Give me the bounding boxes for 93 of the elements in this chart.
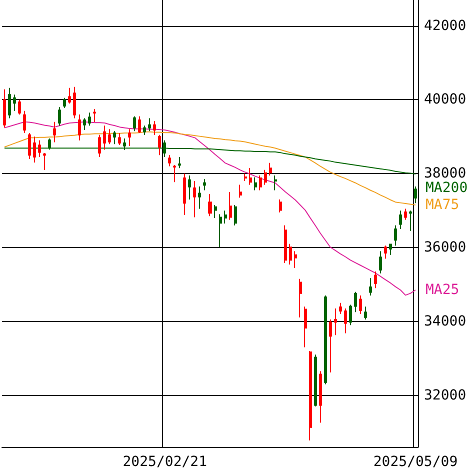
series-label: MA200 <box>425 180 468 196</box>
candlestick <box>244 173 247 182</box>
candlestick <box>153 120 156 136</box>
candlestick <box>269 162 272 176</box>
candlestick <box>28 132 31 160</box>
candlestick <box>329 319 332 373</box>
y-tick-label: 36000 <box>424 240 466 256</box>
candlestick <box>379 250 382 274</box>
candlestick <box>178 156 181 169</box>
candlestick <box>23 110 26 134</box>
candlestick <box>143 125 146 136</box>
candlestick <box>173 164 176 183</box>
candlestick <box>239 184 242 198</box>
y-tick-label: 42000 <box>424 18 466 34</box>
candlestick <box>8 87 11 119</box>
candlestick <box>259 174 262 191</box>
candlestick <box>128 128 131 146</box>
candlestick <box>224 210 227 224</box>
candlestick <box>138 116 141 134</box>
candlestick <box>38 140 41 158</box>
candlestick <box>264 169 267 186</box>
candlestick <box>63 97 66 108</box>
candlestick <box>33 136 36 164</box>
candlestick <box>374 271 377 289</box>
series-label: MA75 <box>425 197 460 214</box>
candlestick <box>229 192 232 220</box>
candlestick <box>234 204 237 226</box>
candlestick <box>299 278 302 318</box>
candlestick <box>404 208 407 220</box>
candlestick <box>203 178 206 191</box>
candlestick <box>118 132 121 146</box>
candlestick <box>58 106 61 126</box>
candlestick <box>339 302 342 315</box>
candlestick <box>254 176 257 191</box>
candlestick <box>309 350 312 441</box>
candlestick <box>394 224 397 246</box>
candlestick <box>289 243 292 266</box>
y-tick-label: 40000 <box>424 92 466 108</box>
candlestick <box>389 243 392 256</box>
candlestick <box>208 193 212 217</box>
candlestick <box>354 291 357 313</box>
candlestick <box>183 173 186 216</box>
candlestick <box>53 121 56 143</box>
candlestick <box>133 116 136 132</box>
line-series <box>4 131 416 206</box>
candlestick <box>284 224 287 264</box>
candlestick <box>78 114 81 141</box>
candlestick <box>314 354 317 407</box>
candlestick <box>3 88 6 128</box>
candlestick <box>414 186 417 204</box>
candlestick <box>274 174 277 191</box>
candlestick <box>73 86 76 119</box>
candlestick <box>349 304 352 326</box>
candlestick <box>68 87 71 104</box>
candlestick <box>18 99 21 116</box>
candlestick <box>148 118 151 132</box>
line-series <box>4 121 416 296</box>
candlestick <box>279 198 282 213</box>
candlestick <box>188 174 191 200</box>
candlestick <box>193 180 196 218</box>
candlestick <box>364 306 367 320</box>
candlestick <box>334 308 337 336</box>
candlestick <box>13 94 16 112</box>
candlestick <box>214 204 217 218</box>
candlestick <box>113 130 116 145</box>
candlestick <box>249 168 252 186</box>
candlestick <box>83 118 86 131</box>
candlestick <box>43 152 46 170</box>
candlestick <box>369 278 372 296</box>
candlestick <box>93 108 96 122</box>
candlestick <box>359 295 362 315</box>
y-tick-label: 32000 <box>424 387 466 404</box>
candlestick <box>324 295 327 385</box>
candlestick <box>399 210 402 230</box>
x-tick-label: 2025/02/21 <box>122 454 208 470</box>
candlestick <box>344 308 347 334</box>
candlestick <box>88 112 91 126</box>
candlestick <box>98 134 101 158</box>
candlestick <box>304 306 307 348</box>
candlestick <box>108 128 111 145</box>
y-tick-label: 34000 <box>424 313 466 330</box>
candlestick <box>294 250 297 268</box>
candlestick <box>219 214 222 248</box>
candlestick <box>158 134 161 156</box>
candlestick <box>198 186 201 210</box>
series-label: MA25 <box>425 282 460 298</box>
candlestick <box>319 370 322 424</box>
candlestick <box>384 245 387 260</box>
candlestick <box>168 154 171 167</box>
x-tick-label: 2025/05/09 <box>373 454 458 470</box>
candlestick <box>103 125 106 150</box>
y-tick-label: 38000 <box>424 166 466 182</box>
candlestick <box>409 210 412 232</box>
